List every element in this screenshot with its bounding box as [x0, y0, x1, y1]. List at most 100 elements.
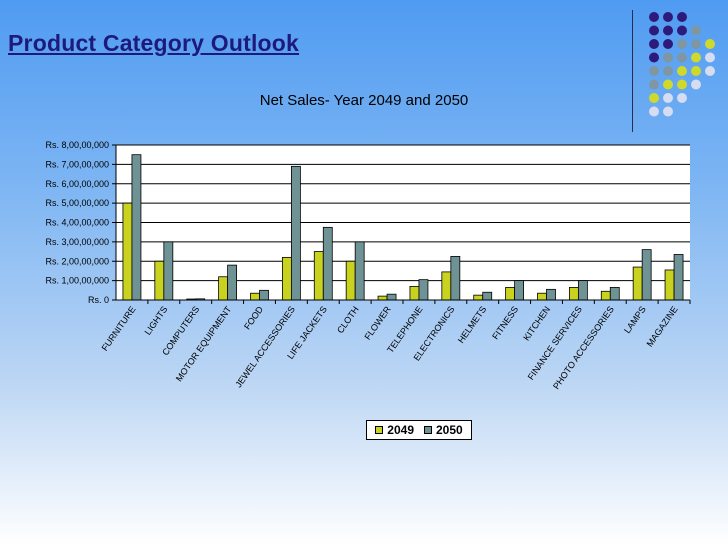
y-tick-label: Rs. 6,00,00,000	[45, 179, 109, 189]
decorative-dot	[649, 52, 659, 63]
x-tick-label: JEWEL ACCESSORIES	[233, 304, 297, 389]
decorative-dot	[705, 39, 715, 49]
y-tick-label: Rs. 3,00,00,000	[45, 237, 109, 247]
x-tick-label: PHOTO ACCESSORIES	[551, 304, 616, 391]
bar-2049	[377, 295, 388, 301]
bar-2050	[354, 241, 365, 301]
legend-label-2050: 2050	[436, 423, 463, 437]
bar-2049	[568, 287, 579, 301]
decorative-dot	[677, 93, 687, 103]
x-tick-label: FURNITURE	[100, 304, 138, 352]
decorative-dot	[677, 79, 687, 90]
bar-2050	[482, 291, 493, 301]
x-tick-label: MOTOR EQUIPMENT	[174, 304, 234, 383]
bar-2049	[473, 294, 484, 301]
decorative-dot	[663, 79, 673, 90]
x-tick-label: HELMETS	[456, 304, 489, 345]
decorative-dot	[705, 52, 715, 63]
x-tick-label: FOOD	[242, 304, 265, 331]
bar-2049	[218, 276, 229, 301]
bar-2050	[227, 264, 238, 301]
decorative-dot	[663, 93, 673, 103]
bar-2050	[450, 256, 461, 301]
decorative-dot	[649, 39, 659, 49]
y-tick-label: Rs. 1,00,00,000	[45, 276, 109, 286]
decorative-dot	[649, 66, 659, 76]
decorative-dot	[691, 39, 701, 49]
bar-2050	[163, 241, 174, 301]
decorative-dot	[649, 93, 659, 103]
decorative-dot	[649, 106, 659, 117]
bar-2050	[609, 287, 620, 301]
legend-item-2050: 2050	[424, 423, 463, 437]
decorative-dot	[677, 66, 687, 76]
bar-2050	[259, 289, 269, 301]
y-tick-label: Rs. 5,00,00,000	[45, 198, 109, 208]
bar-2049	[313, 251, 324, 301]
decorative-dot	[663, 52, 673, 63]
x-tick-label: FITNESS	[490, 304, 520, 341]
x-tick-label: LIGHTS	[143, 304, 170, 336]
decorative-dot	[677, 39, 687, 49]
x-tick-label: KITCHEN	[521, 304, 552, 342]
y-tick-label: Rs. 8,00,00,000	[45, 140, 109, 150]
bar-2050	[322, 226, 333, 301]
bar-2049	[154, 260, 165, 301]
bar-2050	[290, 165, 301, 301]
x-tick-label: LAMPS	[622, 304, 648, 335]
bar-2050	[673, 254, 684, 301]
bar-2050	[514, 280, 525, 301]
decorative-dot	[663, 66, 673, 76]
chart-legend: 2049 2050	[366, 420, 472, 440]
y-tick-label: Rs. 0	[88, 295, 109, 305]
legend-swatch-2049	[375, 426, 384, 434]
x-tick-label: MAGAZINE	[645, 304, 680, 348]
bar-2049	[281, 256, 292, 301]
x-tick-label: CLOTH	[335, 304, 361, 335]
decorative-divider	[632, 10, 633, 132]
decorative-dot-grid	[649, 12, 715, 117]
bar-2050	[418, 279, 429, 301]
decorative-dot	[677, 12, 687, 22]
bar-2050	[386, 293, 397, 301]
decorative-dot	[677, 52, 687, 63]
decorative-dot	[649, 12, 659, 22]
bar-2050	[131, 154, 142, 301]
bar-2049	[600, 290, 611, 301]
decorative-dot	[649, 79, 659, 90]
decorative-dot	[663, 39, 673, 49]
decorative-dot	[691, 66, 701, 76]
x-tick-label: FLOWER	[362, 304, 393, 342]
chart-title: Net Sales- Year 2049 and 2050	[259, 92, 469, 109]
y-tick-label: Rs. 4,00,00,000	[45, 218, 109, 228]
y-tick-label: Rs. 2,00,00,000	[45, 256, 109, 266]
bar-2049	[409, 286, 420, 301]
bar-2049	[345, 260, 356, 301]
bar-2049	[537, 292, 547, 301]
bar-2049	[632, 266, 643, 301]
bar-2049	[664, 269, 675, 301]
decorative-dot	[691, 52, 701, 63]
bar-2050	[546, 288, 556, 301]
bar-2050	[577, 280, 588, 301]
decorative-dot	[691, 25, 701, 36]
bar-2049	[122, 202, 133, 301]
decorative-dot	[691, 79, 701, 90]
x-tick-label: FINANCE SERVICES	[526, 304, 584, 381]
bar-2049	[250, 292, 260, 301]
decorative-dot	[677, 25, 687, 36]
decorative-dot	[663, 106, 673, 117]
legend-swatch-2050	[424, 426, 432, 434]
y-tick-label: Rs. 7,00,00,000	[45, 159, 109, 169]
legend-item-2049: 2049	[375, 423, 414, 437]
decorative-dot	[663, 25, 673, 36]
bar-2049	[505, 287, 516, 301]
bar-2049	[441, 271, 452, 301]
bar-2050	[641, 249, 652, 301]
legend-label-2049: 2049	[387, 423, 414, 437]
slide-title: Product Category Outlook	[8, 30, 300, 56]
decorative-dot	[649, 25, 659, 36]
decorative-dot	[663, 12, 673, 22]
decorative-dot	[705, 66, 715, 76]
